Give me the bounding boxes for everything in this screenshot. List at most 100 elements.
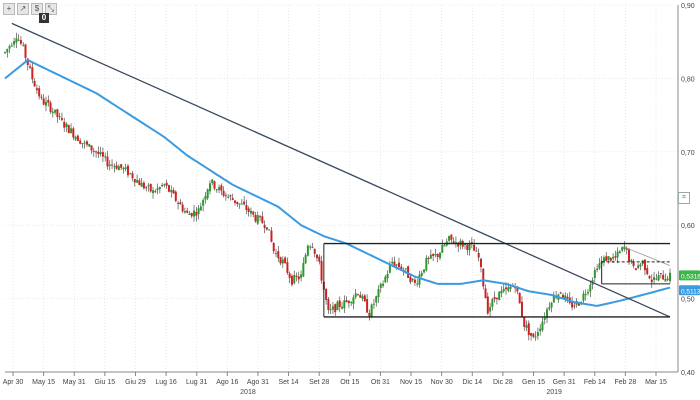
candle-body	[284, 257, 287, 264]
x-tick-label: Ott 31	[371, 379, 390, 386]
candle-body	[550, 302, 553, 308]
candle-body	[95, 151, 98, 153]
x-tick-label: Ott 15	[340, 379, 359, 386]
candle-body	[632, 261, 635, 267]
x-tick-label: May 31	[63, 379, 86, 386]
candle-body	[397, 262, 400, 268]
plus-icon[interactable]: +	[3, 3, 15, 15]
candle-body	[90, 145, 93, 151]
x-axis: Apr 30 May 15 May 31 Giu 15 Giu 29 Lug 16 Lug …	[3, 371, 678, 396]
candle-body	[115, 165, 118, 169]
candle-body	[83, 142, 86, 144]
candle-body	[425, 257, 428, 271]
candle-body	[331, 306, 334, 310]
candle-body	[290, 275, 293, 285]
candle-body	[286, 262, 289, 273]
candle-body	[81, 143, 84, 145]
candle-body	[416, 283, 419, 285]
candle-body	[552, 294, 555, 303]
candle-body	[411, 278, 414, 281]
candle-body	[325, 288, 328, 300]
candle-body	[6, 48, 9, 53]
candle-body	[170, 189, 173, 193]
candle-body	[375, 296, 378, 303]
candle-body	[391, 261, 394, 264]
candle-body	[172, 190, 175, 194]
chart-gridlines	[5, 4, 678, 373]
candle-body	[122, 168, 125, 170]
candle-body	[395, 264, 398, 266]
candle-body	[224, 195, 227, 197]
candle-body	[347, 300, 350, 304]
candle-body	[256, 215, 259, 224]
y-tick-label: 0,70	[681, 150, 695, 157]
axis-settings-icon[interactable]: ⌗	[678, 192, 690, 204]
x-year-label: 2018	[240, 389, 256, 396]
candle-body	[311, 247, 314, 249]
candle-body	[502, 288, 505, 292]
candle-body	[8, 46, 11, 49]
arrow-icon[interactable]: ↗	[17, 3, 29, 15]
candle-body	[589, 284, 592, 292]
candle-body	[427, 257, 430, 259]
chart-menu-button[interactable]: 0	[39, 13, 49, 23]
candle-body	[404, 268, 407, 270]
candle-body	[243, 201, 246, 205]
candle-body	[268, 229, 271, 231]
candle-body	[15, 38, 18, 43]
x-tick-label: Gen 31	[553, 379, 576, 386]
candle-body	[304, 255, 307, 264]
candle-body	[40, 96, 43, 98]
candle-body	[366, 299, 369, 313]
candle-body	[320, 260, 323, 281]
candle-body	[211, 179, 214, 184]
candle-body	[420, 272, 423, 276]
candle-body	[101, 152, 104, 157]
x-tick-label: Set 14	[278, 379, 298, 386]
candle-body	[489, 307, 492, 312]
candle-body	[85, 141, 88, 145]
candle-body	[265, 227, 268, 230]
x-tick-label: Apr 30	[3, 379, 24, 386]
pan-icon[interactable]: ⤡	[45, 3, 57, 15]
candlestick-series	[4, 32, 671, 341]
candle-body	[450, 234, 453, 240]
candle-body	[247, 208, 250, 213]
candle-body	[621, 247, 624, 251]
candle-body	[300, 274, 303, 278]
candle-body	[436, 253, 439, 257]
candle-body	[468, 243, 471, 251]
candle-body	[584, 294, 587, 296]
candle-body	[197, 208, 200, 215]
candle-body	[302, 263, 305, 277]
dollar-icon[interactable]: $	[31, 3, 43, 15]
candle-body	[309, 246, 312, 248]
candle-body	[475, 250, 478, 252]
candle-body	[133, 178, 136, 183]
candle-body	[639, 264, 642, 267]
candle-body	[618, 251, 621, 254]
candle-body	[643, 259, 646, 271]
candle-body	[193, 210, 196, 217]
candle-body	[459, 240, 462, 245]
candle-body	[491, 299, 494, 307]
candle-body	[29, 66, 32, 68]
candle-body	[67, 125, 70, 134]
x-tick-label: Nov 15	[400, 379, 422, 386]
candle-body	[602, 257, 605, 263]
candle-body	[498, 291, 501, 301]
candle-body	[204, 196, 207, 200]
candle-body	[546, 309, 549, 319]
candle-body	[341, 306, 344, 309]
candle-body	[413, 279, 416, 283]
candle-body	[669, 272, 671, 282]
candle-body	[596, 268, 599, 270]
candle-body	[484, 288, 487, 299]
candle-body	[188, 213, 191, 215]
candle-body	[227, 196, 230, 198]
candle-body	[147, 185, 150, 187]
candle-body	[525, 325, 528, 328]
candle-body	[261, 216, 264, 224]
candle-body	[79, 140, 82, 144]
candle-body	[234, 200, 237, 203]
